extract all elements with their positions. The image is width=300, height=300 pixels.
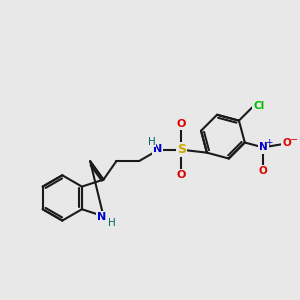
Text: N: N xyxy=(259,142,267,152)
Text: H: H xyxy=(108,218,116,228)
Text: +: + xyxy=(265,138,273,147)
Text: O: O xyxy=(259,167,267,176)
Text: N: N xyxy=(153,144,162,154)
Text: −: − xyxy=(290,134,298,145)
Text: S: S xyxy=(177,143,186,156)
Text: O: O xyxy=(283,138,291,148)
Text: O: O xyxy=(177,170,186,180)
Text: O: O xyxy=(177,119,186,129)
Text: N: N xyxy=(98,212,106,222)
Text: H: H xyxy=(148,136,155,147)
Text: Cl: Cl xyxy=(253,101,264,111)
